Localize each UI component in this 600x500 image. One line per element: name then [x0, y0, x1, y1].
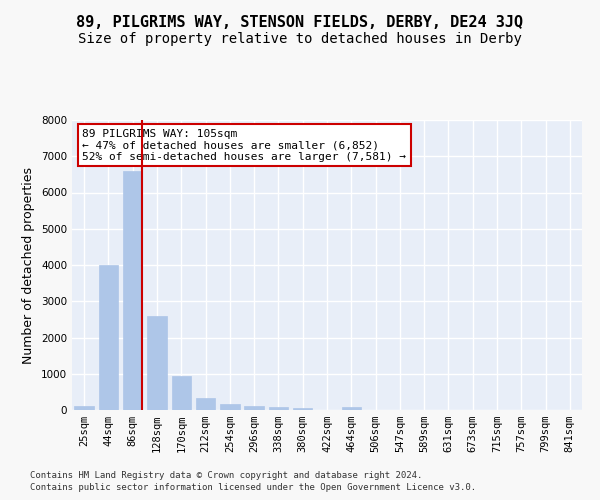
- Text: 89, PILGRIMS WAY, STENSON FIELDS, DERBY, DE24 3JQ: 89, PILGRIMS WAY, STENSON FIELDS, DERBY,…: [76, 15, 524, 30]
- Text: Size of property relative to detached houses in Derby: Size of property relative to detached ho…: [78, 32, 522, 46]
- Y-axis label: Number of detached properties: Number of detached properties: [22, 166, 35, 364]
- Bar: [147, 316, 167, 410]
- Bar: [341, 407, 361, 410]
- Bar: [293, 408, 313, 410]
- Bar: [269, 407, 288, 410]
- Bar: [99, 265, 118, 410]
- Bar: [74, 406, 94, 410]
- Bar: [123, 171, 142, 410]
- Text: Contains public sector information licensed under the Open Government Licence v3: Contains public sector information licen…: [30, 484, 476, 492]
- Text: Contains HM Land Registry data © Crown copyright and database right 2024.: Contains HM Land Registry data © Crown c…: [30, 471, 422, 480]
- Text: 89 PILGRIMS WAY: 105sqm
← 47% of detached houses are smaller (6,852)
52% of semi: 89 PILGRIMS WAY: 105sqm ← 47% of detache…: [82, 128, 406, 162]
- Bar: [220, 404, 239, 410]
- Bar: [196, 398, 215, 410]
- Bar: [172, 376, 191, 410]
- Bar: [244, 406, 264, 410]
